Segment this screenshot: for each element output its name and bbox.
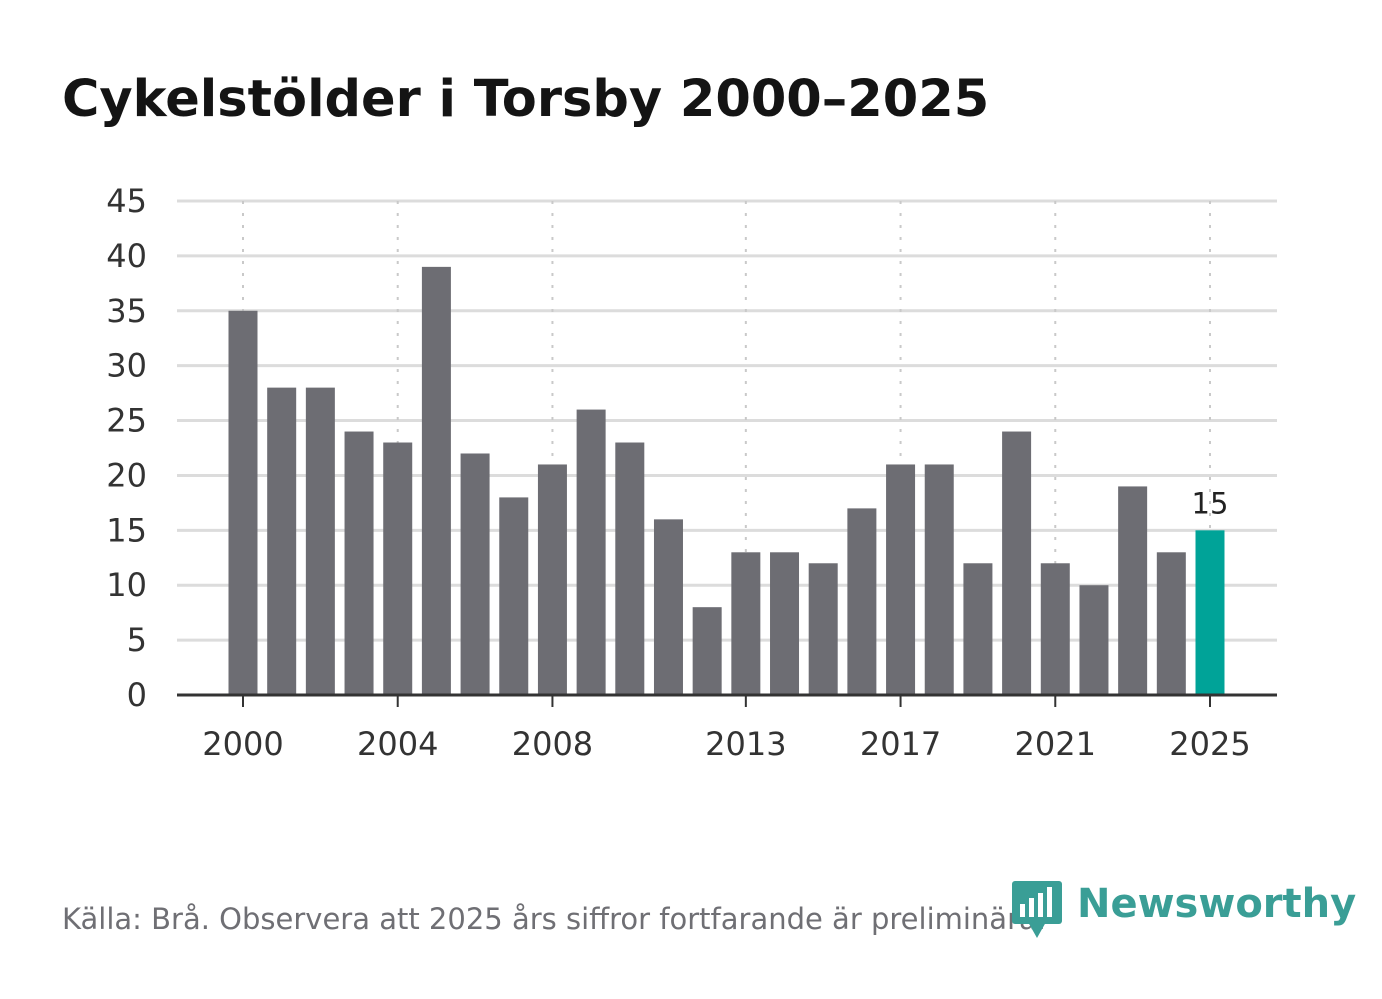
bar-2011: [653, 519, 683, 695]
data-labels: 15: [1192, 486, 1229, 520]
bar-2022: [1079, 585, 1109, 695]
x-tick-label: 2025: [1169, 725, 1250, 763]
bar-2009: [576, 409, 606, 695]
x-tick-label: 2004: [357, 725, 438, 763]
bar-2005: [421, 266, 451, 695]
data-label-2025: 15: [1192, 486, 1229, 520]
brand-name: Newsworthy: [1077, 881, 1356, 927]
x-tick-label: 2017: [860, 725, 941, 763]
bars: [228, 266, 1225, 695]
x-tick-label: 2013: [705, 725, 786, 763]
y-tick-label: 0: [127, 676, 147, 714]
bar-2021: [1040, 563, 1070, 695]
bar-2003: [344, 431, 374, 695]
bar-2020: [1002, 431, 1032, 695]
y-tick-label: 15: [106, 511, 147, 549]
y-tick-label: 45: [106, 182, 147, 220]
bar-2018: [924, 464, 954, 695]
bar-2023: [1118, 486, 1148, 695]
bar-2006: [460, 453, 490, 695]
y-tick-label: 10: [106, 566, 147, 604]
bar-2008: [537, 464, 567, 695]
source-note: Källa: Brå. Observera att 2025 års siffr…: [62, 902, 1046, 936]
bar-2010: [615, 442, 645, 695]
x-tick-label: 2008: [512, 725, 593, 763]
y-tick-label: 40: [106, 237, 147, 275]
bar-2001: [267, 387, 297, 695]
bar-2002: [305, 387, 335, 695]
chart-title: Cykelstölder i Torsby 2000–2025: [62, 70, 989, 129]
y-tick-label: 20: [106, 456, 147, 494]
bar-2016: [847, 508, 877, 695]
bar-2019: [963, 563, 993, 695]
y-tick-label: 25: [106, 402, 147, 440]
x-axis: 2000 2004 2008 2013 2017 2021 2025: [202, 695, 1251, 763]
y-axis: 0 5 10 15 20 25 30 35 40 45: [106, 182, 147, 714]
gridlines: [177, 199, 1277, 642]
bar-2004: [383, 442, 413, 695]
newsworthy-logo: Newsworthy: [1012, 881, 1356, 938]
bar-2025: [1195, 530, 1225, 695]
bar-2017: [886, 464, 916, 695]
y-tick-label: 35: [106, 292, 147, 330]
bar-2007: [499, 497, 529, 695]
bar-2013: [731, 552, 761, 695]
bar-chart-badge-icon: [1012, 881, 1062, 938]
x-tick-label: 2000: [202, 725, 283, 763]
y-tick-label: 30: [106, 347, 147, 385]
bar-2014: [770, 552, 800, 695]
bar-2024: [1156, 552, 1186, 695]
bar-2012: [692, 607, 722, 695]
bar-2000: [228, 310, 258, 695]
bar-2015: [808, 563, 838, 695]
y-tick-label: 5: [127, 621, 147, 659]
x-tick-label: 2021: [1015, 725, 1096, 763]
